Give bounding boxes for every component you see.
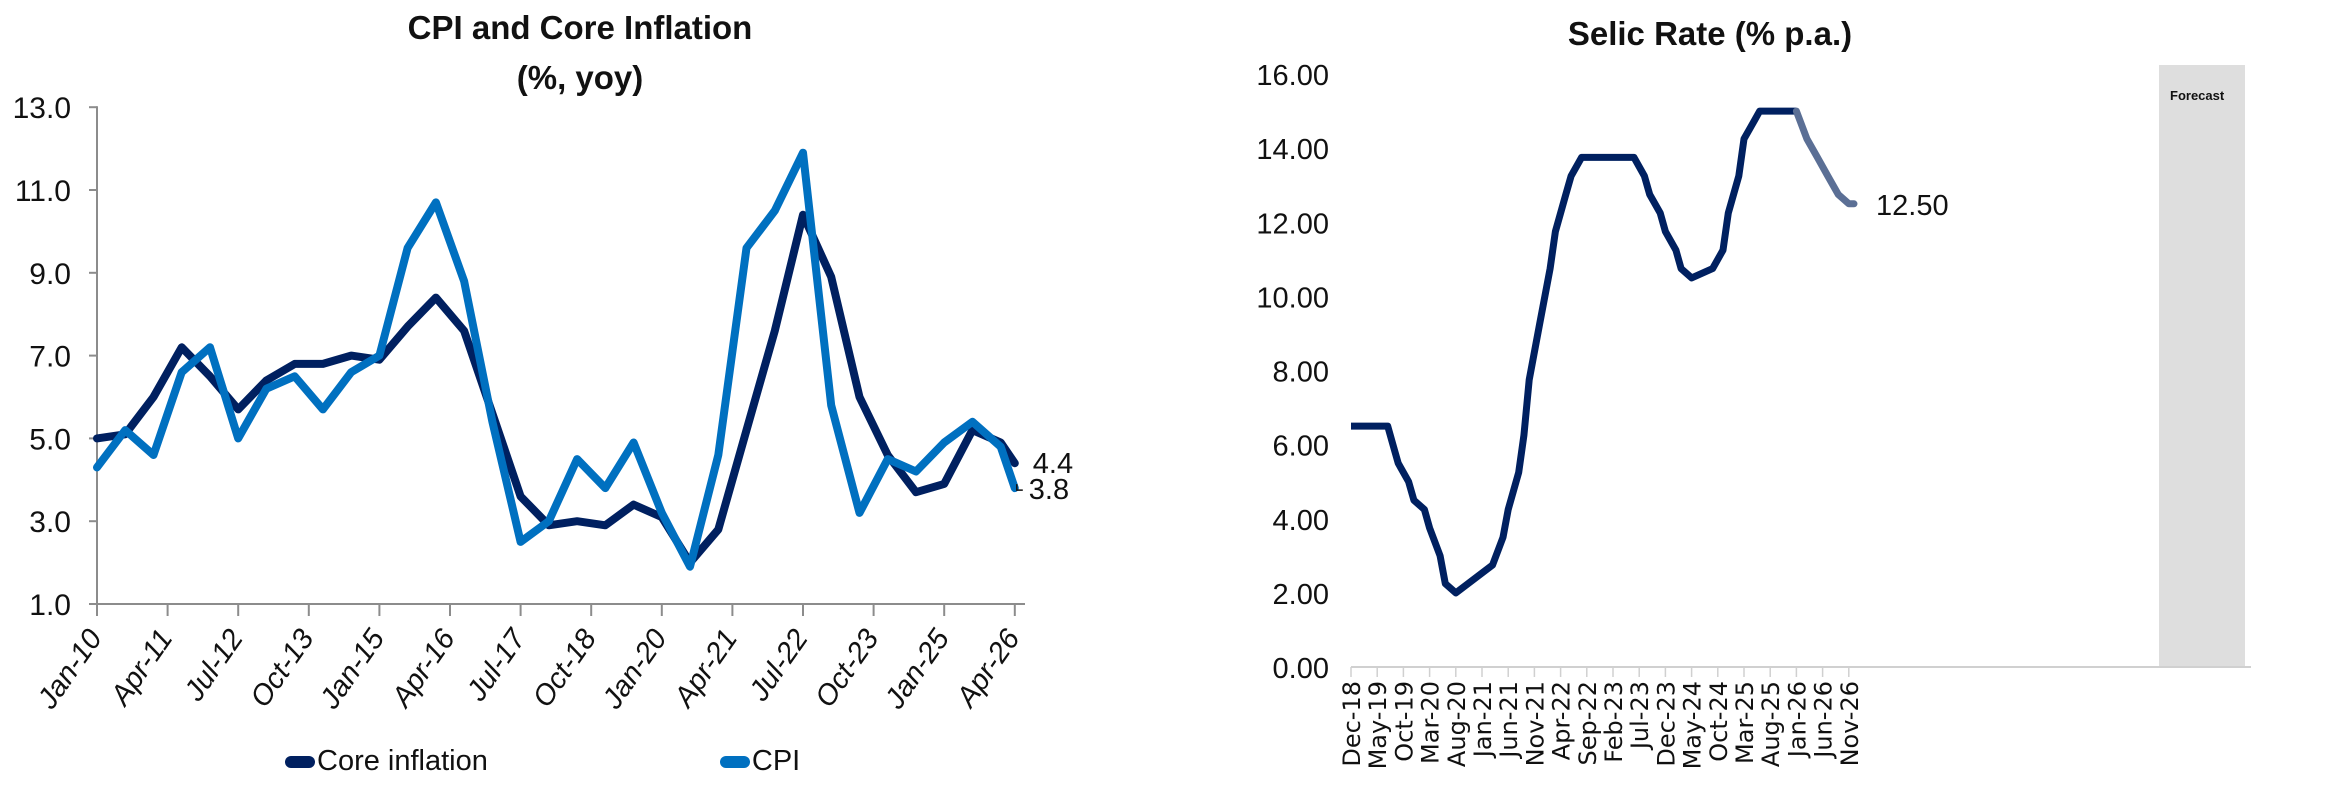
cpi-end-label: 3.8 bbox=[1029, 474, 1069, 506]
selic-actual-line bbox=[1351, 107, 1797, 597]
y-tick-label: 14.00 bbox=[1256, 134, 1329, 166]
selic-rate-chart: Selic Rate (% p.a.) 16.00 14.00 12.00 10.00… bbox=[1160, 0, 2335, 795]
x-tick-label: Jan-10 bbox=[31, 624, 109, 716]
legend-swatch-cpi bbox=[719, 755, 750, 768]
x-tick-label: Feb-23 bbox=[1600, 681, 1628, 763]
x-tick-label: Jan-20 bbox=[596, 624, 674, 716]
legend-swatch-core-inflation bbox=[285, 755, 315, 768]
x-tick-label: Nov-26 bbox=[1836, 681, 1864, 766]
y-tick-label: 7.0 bbox=[29, 341, 71, 374]
left-chart-legend: Core inflation CPI bbox=[285, 745, 800, 778]
y-tick-label: 0.00 bbox=[1273, 653, 1329, 685]
x-tick-label: May-24 bbox=[1679, 681, 1707, 769]
cpi-core-inflation-chart: CPI and Core Inflation (%, yoy) 13.0 11.0… bbox=[0, 0, 1160, 795]
x-tick-label: Apr-21 bbox=[667, 624, 744, 715]
x-tick-label: Jan-21 bbox=[1469, 681, 1497, 759]
y-tick-label: 8.00 bbox=[1273, 357, 1329, 389]
cpi-leader-line bbox=[1016, 484, 1023, 491]
core-end-label: 4.4 bbox=[1033, 448, 1073, 480]
legend-label-cpi: CPI bbox=[751, 745, 801, 777]
x-tick-label: Jul-17 bbox=[460, 622, 533, 707]
x-tick-label: Mar-25 bbox=[1731, 681, 1759, 764]
x-tick-label: Oct-24 bbox=[1705, 681, 1733, 762]
x-tick-label: Dec-18 bbox=[1338, 681, 1366, 767]
forecast-shading bbox=[2159, 65, 2245, 667]
left-chart-title-line1: CPI and Core Inflation bbox=[407, 9, 753, 46]
x-tick-label: May-19 bbox=[1364, 681, 1392, 769]
selic-end-label: 12.50 bbox=[1876, 190, 1949, 222]
y-tick-label: 12.00 bbox=[1256, 208, 1329, 240]
x-tick-label: Dec-23 bbox=[1652, 681, 1680, 767]
right-chart-plot: 16.00 14.00 12.00 10.00 8.00 6.00 4.00 2.00 0.00… bbox=[1256, 60, 2251, 769]
x-tick-label: Aug-20 bbox=[1443, 681, 1471, 767]
y-tick-label: 13.0 bbox=[13, 92, 71, 125]
x-tick-label: Jun-21 bbox=[1495, 681, 1523, 760]
x-tick-label: Apr-26 bbox=[950, 623, 1027, 715]
y-tick-label: 10.00 bbox=[1256, 282, 1329, 314]
core-inflation-line bbox=[93, 210, 1019, 567]
x-tick-label: Apr-16 bbox=[385, 623, 462, 715]
x-tick-label: Jan-26 bbox=[1783, 681, 1811, 759]
selic-forecast-line bbox=[1792, 107, 1858, 208]
y-tick-label: 2.00 bbox=[1273, 579, 1329, 611]
x-tick-label: Nov-21 bbox=[1521, 681, 1549, 766]
y-tick-label: 1.0 bbox=[29, 589, 71, 622]
y-tick-label: 9.0 bbox=[29, 258, 71, 291]
x-tick-label: Jul-23 bbox=[1626, 681, 1654, 751]
left-chart-title-line2: (%, yoy) bbox=[516, 59, 644, 96]
y-tick-label: 4.00 bbox=[1273, 505, 1329, 537]
x-tick-label: Aug-25 bbox=[1757, 681, 1785, 767]
legend-label-core-inflation: Core inflation bbox=[317, 745, 488, 777]
x-tick-label: Jul-22 bbox=[743, 624, 815, 708]
forecast-annotation: Forecast bbox=[2170, 88, 2225, 103]
y-tick-label: 11.0 bbox=[15, 175, 71, 208]
y-tick-label: 6.00 bbox=[1273, 431, 1329, 463]
x-tick-label: Jun-26 bbox=[1810, 681, 1838, 760]
x-tick-label: Jan-25 bbox=[878, 623, 956, 716]
right-chart-title: Selic Rate (% p.a.) bbox=[1567, 15, 1853, 52]
x-tick-label: Oct-18 bbox=[527, 624, 603, 714]
x-tick-label: Sep-22 bbox=[1574, 681, 1602, 765]
left-chart-title: CPI and Core Inflation (%, yoy) bbox=[0, 6, 1160, 100]
x-tick-label: Apr-11 bbox=[104, 624, 180, 713]
y-tick-label: 16.00 bbox=[1256, 60, 1329, 92]
x-tick-label: Jul-12 bbox=[178, 624, 250, 708]
legend-item-core-inflation: Core inflation bbox=[285, 745, 488, 778]
x-tick-label: Apr-22 bbox=[1548, 681, 1576, 760]
x-tick-label: Oct-19 bbox=[1390, 681, 1418, 762]
legend-item-cpi: CPI bbox=[719, 745, 801, 778]
y-tick-label: 5.0 bbox=[29, 423, 71, 456]
x-tick-label: Mar-20 bbox=[1417, 681, 1445, 764]
x-tick-label: Oct-23 bbox=[809, 624, 885, 714]
x-tick-label: Jan-15 bbox=[313, 623, 391, 716]
y-tick-label: 3.0 bbox=[29, 506, 71, 539]
cpi-line bbox=[93, 148, 1019, 571]
x-tick-label: Oct-13 bbox=[244, 624, 320, 714]
